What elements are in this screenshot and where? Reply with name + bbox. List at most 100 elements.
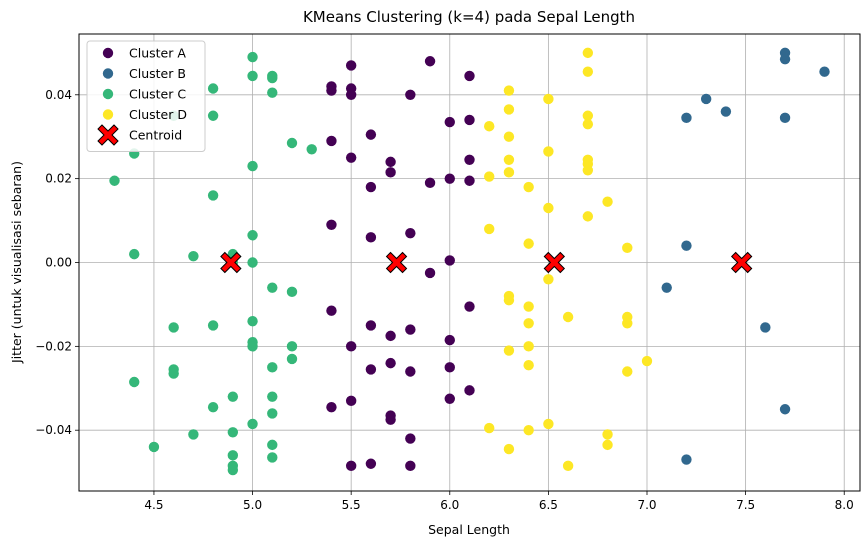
data-point — [622, 366, 633, 377]
data-point — [503, 131, 515, 142]
legend-marker — [102, 109, 114, 120]
y-tick-label: 0.00 — [45, 256, 72, 270]
data-point — [345, 152, 357, 163]
data-point — [464, 154, 475, 165]
data-point — [444, 255, 455, 266]
data-point — [286, 341, 298, 352]
legend-label: Cluster A — [129, 46, 186, 61]
data-point — [365, 129, 377, 140]
data-point — [207, 83, 219, 94]
data-point — [247, 230, 258, 241]
data-point — [503, 443, 515, 455]
data-point — [484, 223, 495, 235]
data-point — [109, 175, 120, 186]
data-point — [484, 422, 495, 434]
data-point — [523, 318, 534, 329]
data-point — [365, 458, 377, 469]
y-tick-label: −0.04 — [35, 423, 72, 437]
y-axis-label: Jitter (untuk visualisasi sebaran) — [9, 161, 24, 364]
data-point — [345, 60, 357, 71]
data-point — [681, 112, 692, 124]
data-point — [188, 251, 199, 262]
data-point — [582, 118, 594, 130]
x-tick-label: 5.5 — [342, 498, 361, 512]
data-point — [681, 454, 692, 465]
data-point — [345, 89, 357, 100]
data-point — [503, 154, 515, 165]
data-point — [779, 112, 791, 124]
y-tick-label: −0.02 — [35, 339, 72, 353]
data-point — [543, 202, 554, 214]
data-point — [247, 418, 258, 430]
legend-label: Cluster D — [129, 107, 187, 122]
data-point — [484, 121, 495, 132]
data-point — [444, 393, 455, 404]
data-point — [523, 341, 534, 352]
data-point — [464, 385, 475, 396]
data-point — [543, 146, 554, 157]
data-point — [247, 341, 258, 352]
data-point — [345, 460, 357, 472]
data-point — [345, 395, 357, 407]
data-point — [464, 114, 475, 126]
data-point — [641, 355, 653, 367]
centroid-marker — [543, 251, 566, 274]
data-point — [267, 87, 278, 98]
legend-label: Centroid — [129, 128, 182, 143]
data-point — [503, 295, 515, 306]
data-point — [227, 464, 239, 476]
data-point — [188, 429, 199, 440]
x-tick-label: 4.5 — [144, 498, 163, 512]
data-point — [523, 301, 534, 312]
data-point — [405, 227, 416, 239]
data-point — [267, 362, 278, 373]
data-point — [405, 324, 416, 335]
data-point — [543, 274, 554, 285]
legend-item: Cluster C — [102, 87, 186, 102]
y-tick-label: 0.04 — [45, 88, 72, 102]
legend-marker — [97, 124, 119, 146]
chart-title: KMeans Clustering (k=4) pada Sepal Lengt… — [303, 8, 635, 26]
data-point — [247, 160, 258, 172]
data-point — [523, 238, 534, 249]
data-point — [503, 85, 515, 96]
data-point — [424, 56, 436, 67]
data-point — [582, 47, 594, 59]
legend-item: Cluster A — [102, 46, 186, 61]
x-tick-label: 6.5 — [539, 498, 558, 512]
data-point — [385, 156, 396, 168]
data-point — [326, 305, 337, 316]
data-point — [385, 414, 396, 425]
data-point — [543, 93, 554, 105]
data-point — [365, 364, 377, 375]
data-point — [365, 320, 377, 331]
data-point — [306, 144, 317, 155]
data-point — [543, 418, 554, 430]
data-point — [385, 330, 396, 342]
data-point — [326, 401, 337, 413]
data-point — [247, 70, 258, 82]
data-point — [286, 137, 298, 149]
data-point — [424, 267, 436, 279]
series-cluster-a — [326, 56, 475, 472]
legend-item: Centroid — [97, 124, 182, 146]
data-point — [267, 72, 278, 84]
data-point — [267, 282, 278, 293]
data-point — [523, 181, 534, 193]
data-point — [503, 104, 515, 115]
data-point — [326, 219, 337, 230]
data-point — [700, 93, 712, 105]
data-point — [207, 320, 219, 331]
data-point — [227, 427, 239, 438]
plot-frame — [78, 33, 861, 492]
data-point — [681, 240, 692, 251]
legend-marker — [102, 88, 114, 100]
x-tick-label: 8.0 — [835, 498, 854, 512]
data-point — [129, 248, 140, 260]
centroid-marker — [385, 251, 408, 274]
data-point — [602, 196, 613, 207]
data-point — [286, 353, 298, 365]
data-point — [464, 301, 475, 312]
data-point — [365, 232, 377, 243]
